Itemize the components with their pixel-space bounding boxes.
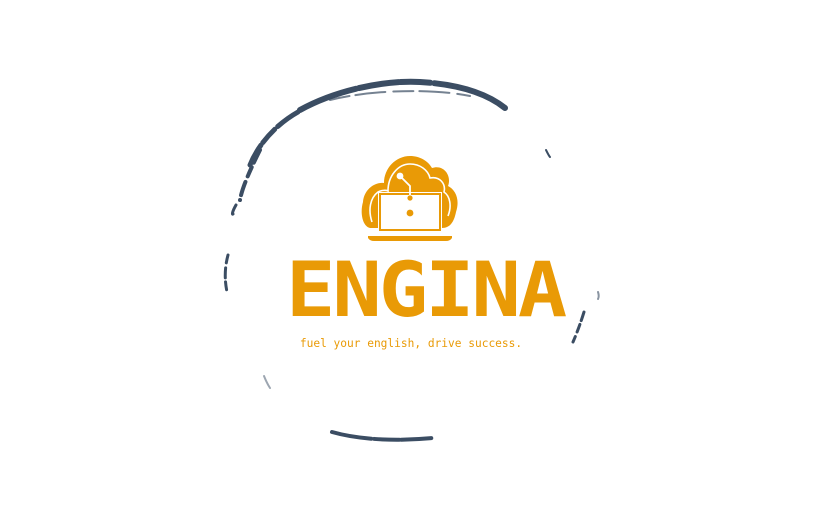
brush-stroke-right-upper (545, 149, 551, 158)
brush-stroke-left-upper (247, 109, 301, 168)
connection-line (399, 175, 411, 213)
brush-stroke-top (297, 78, 508, 113)
cloud-laptop-icon (361, 156, 458, 241)
brush-stroke-left-lower (223, 253, 230, 294)
brush-stroke-right (571, 310, 586, 344)
connection-node-bottom (406, 209, 414, 217)
brush-stroke-left-mid (238, 148, 262, 202)
brush-stroke-left (230, 203, 238, 216)
connection-node-top (396, 172, 404, 180)
brand-name: ENGINA (286, 246, 567, 335)
tagline: fuel your english, drive success. (299, 337, 523, 350)
brush-stroke-bottom (330, 430, 444, 442)
brush-stroke-top-inner (329, 90, 471, 101)
brush-stroke-bottom-left (263, 375, 271, 389)
brush-stroke-right-fleck (597, 291, 600, 300)
laptop-base (368, 236, 452, 241)
connection-node-mid (407, 195, 413, 201)
brush-ring (223, 78, 600, 442)
